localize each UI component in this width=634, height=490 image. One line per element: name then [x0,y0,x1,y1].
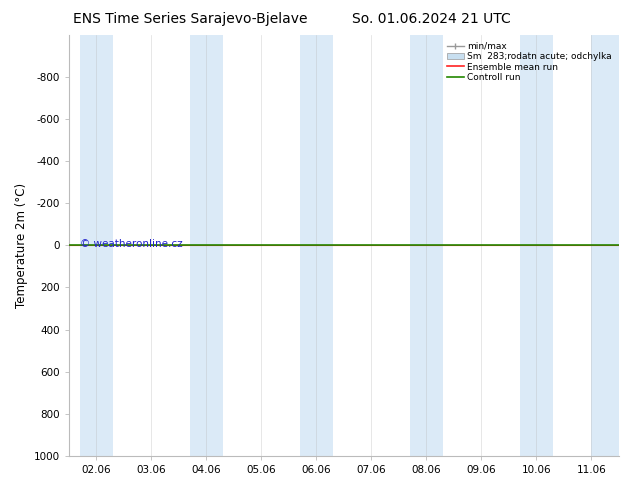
Bar [300,35,333,456]
Bar [410,35,443,456]
Bar [592,35,619,456]
Text: So. 01.06.2024 21 UTC: So. 01.06.2024 21 UTC [352,12,510,26]
Bar [80,35,113,456]
Legend: min/max, Sm  283;rodatn acute; odchylka, Ensemble mean run, Controll run: min/max, Sm 283;rodatn acute; odchylka, … [444,39,614,85]
Bar [190,35,223,456]
Y-axis label: Temperature 2m (°C): Temperature 2m (°C) [15,183,28,308]
Bar [520,35,553,456]
Text: © weatheronline.cz: © weatheronline.cz [80,240,183,249]
Text: ENS Time Series Sarajevo-Bjelave: ENS Time Series Sarajevo-Bjelave [73,12,307,26]
